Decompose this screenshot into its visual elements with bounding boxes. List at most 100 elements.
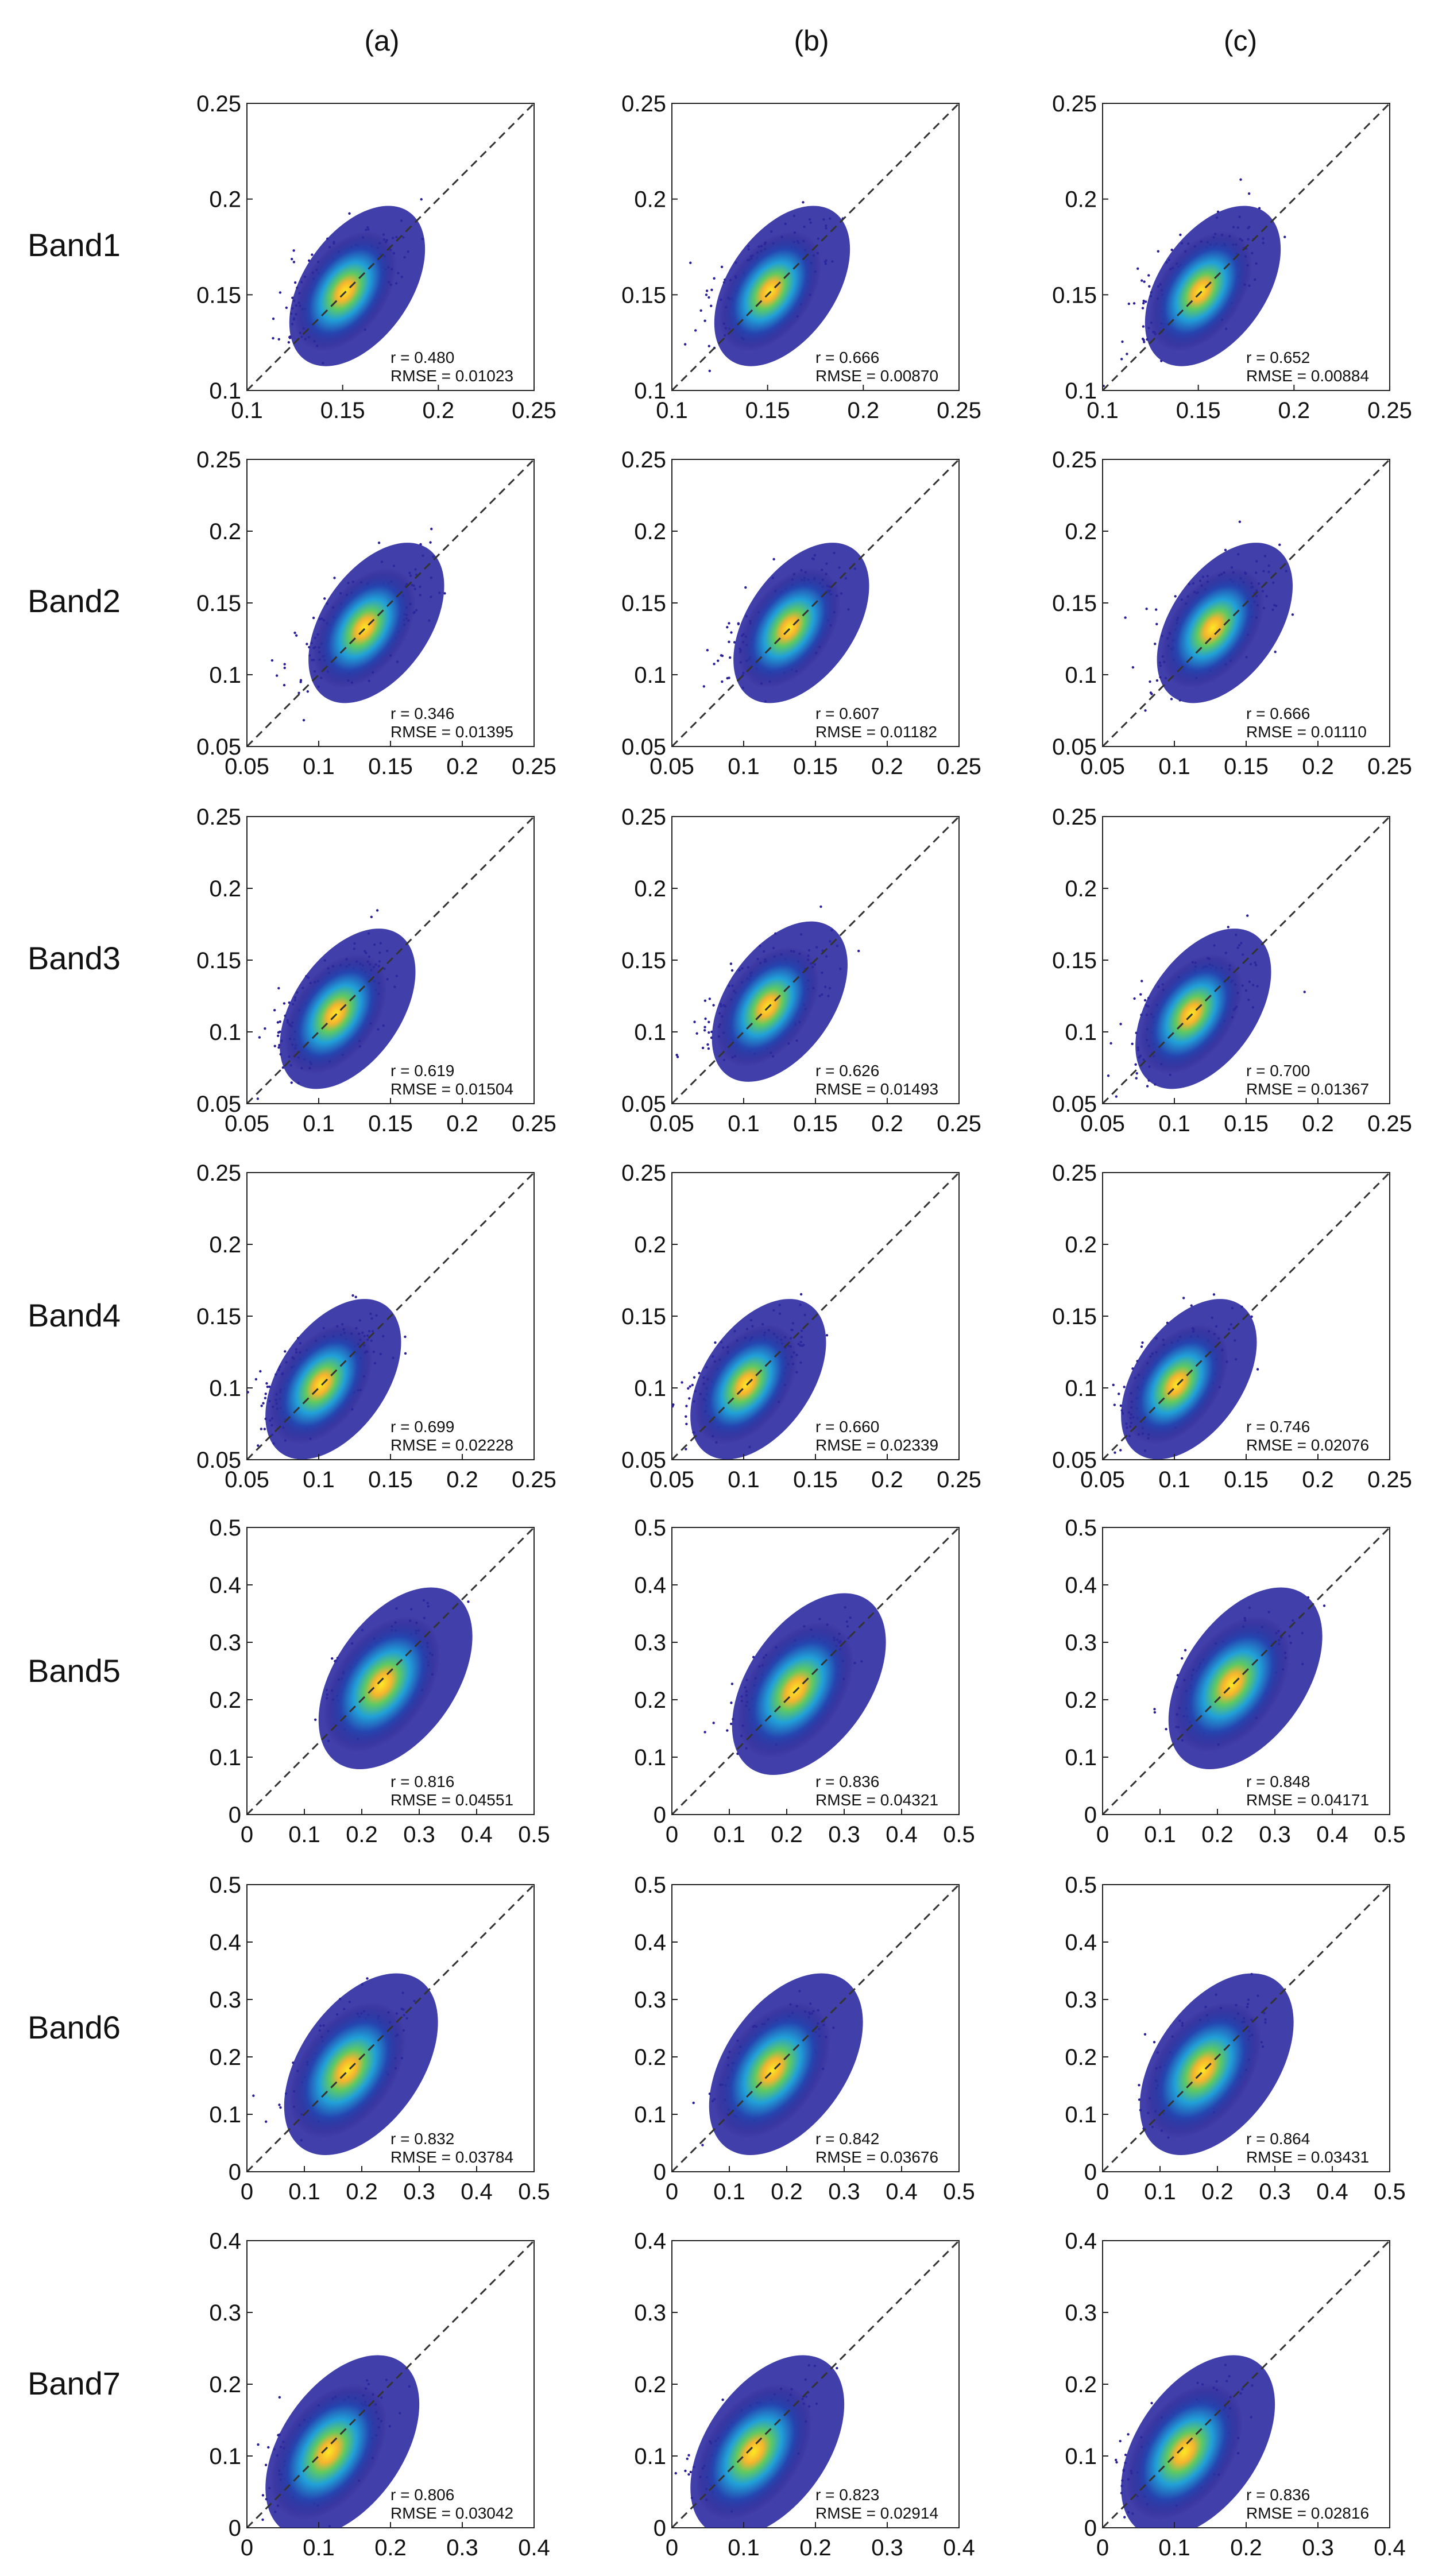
data-point [1138, 2083, 1140, 2087]
x-tick-label: 0.15 [368, 1467, 413, 1492]
y-tick-label: 0.1 [209, 663, 241, 688]
x-tick-label: 0.4 [461, 1822, 493, 1847]
data-point [1291, 613, 1294, 616]
data-point [1184, 1649, 1187, 1651]
data-point [376, 909, 379, 912]
x-tick-label: 0.1 [288, 2179, 320, 2204]
data-point [1119, 1449, 1122, 1452]
y-tick-label: 0.15 [621, 948, 666, 973]
scatter-panel: 0.05 0.1 0.15 0.2 0.250.050.10.150.20.25r = … [196, 804, 556, 1136]
data-point [799, 1293, 803, 1296]
y-tick-label: 0.2 [209, 187, 241, 212]
data-point [263, 1428, 266, 1430]
data-point [710, 288, 713, 292]
y-tick-label: 0.25 [196, 447, 241, 473]
x-tick-label: 0.1 [728, 1111, 760, 1136]
r-annotation: r = 0.626 [815, 1062, 879, 1080]
data-point [744, 586, 747, 589]
data-point [279, 291, 282, 294]
data-point [1144, 300, 1147, 303]
data-point [1179, 233, 1182, 237]
data-point [283, 663, 286, 666]
data-point [701, 2144, 704, 2146]
x-tick-label: 0.15 [320, 398, 365, 423]
y-tick-label: 0.1 [1065, 378, 1097, 404]
data-point [1165, 1728, 1167, 1731]
data-point [283, 666, 286, 670]
data-point [857, 949, 860, 953]
y-tick-label: 0.2 [209, 2045, 241, 2070]
y-tick-label: 0.25 [196, 91, 241, 117]
data-point [1118, 1393, 1120, 1395]
x-tick-label: 0.05 [1080, 1467, 1125, 1492]
data-point [1148, 285, 1151, 288]
identity-line [246, 102, 535, 392]
y-tick-label: 0.25 [196, 804, 241, 830]
scatter-panel: 0 0.1 0.2 0.3 0.4 0.500.10.20.30.40.5r = 0.81… [209, 1515, 550, 1847]
y-tick-label: 0.2 [209, 1688, 241, 1713]
row-label-band7: Band7 [28, 2365, 121, 2401]
data-point [287, 341, 291, 344]
y-tick-label: 0 [1084, 1803, 1097, 1828]
data-point [1142, 338, 1145, 342]
y-tick-label: 0.2 [1065, 876, 1097, 902]
y-tick-label: 0.15 [621, 283, 666, 308]
x-tick-label: 0.2 [1302, 1111, 1334, 1136]
data-point [1170, 248, 1173, 252]
y-tick-label: 0.2 [1065, 1232, 1097, 1258]
y-tick-label: 0.2 [634, 519, 666, 544]
y-tick-label: 0.2 [634, 1232, 666, 1258]
y-tick-label: 0.1 [1065, 1745, 1097, 1770]
data-point [693, 1020, 696, 1023]
y-tick-label: 0.25 [621, 804, 666, 830]
y-tick-label: 0.05 [621, 1092, 666, 1117]
y-tick-label: 0.15 [1052, 283, 1097, 308]
data-point [819, 905, 822, 908]
x-tick-label: 0.15 [368, 754, 413, 779]
scatter-panel: 0.05 0.1 0.15 0.2 0.250.050.10.150.20.25r = … [1052, 804, 1412, 1136]
y-tick-label: 0.1 [1065, 1020, 1097, 1045]
x-tick-label: 0.5 [1374, 1822, 1406, 1847]
y-tick-label: 0.1 [209, 2102, 241, 2128]
identity-line [671, 1526, 960, 1816]
x-tick-label: 0.25 [512, 398, 556, 423]
data-point [1155, 679, 1159, 682]
y-tick-label: 0.3 [209, 1987, 241, 2013]
data-point [1227, 926, 1230, 929]
y-tick-label: 0.05 [196, 1092, 241, 1117]
data-point [1139, 993, 1142, 996]
data-point [1247, 192, 1251, 195]
x-tick-label: 0.15 [368, 1111, 413, 1136]
data-point [285, 306, 288, 310]
data-point [703, 319, 706, 322]
data-point [729, 962, 733, 965]
y-tick-label: 0.2 [209, 1232, 241, 1258]
x-tick-label: 0.05 [649, 754, 694, 779]
r-annotation: r = 0.480 [391, 349, 454, 366]
data-point [1135, 1072, 1138, 1075]
identity-line [671, 458, 960, 748]
rmse-annotation: RMSE = 0.01023 [391, 367, 513, 385]
y-tick-label: 0.2 [634, 2045, 666, 2070]
data-point [825, 1334, 829, 1337]
data-point [695, 1032, 698, 1035]
data-point [1149, 691, 1153, 694]
data-point [1114, 1451, 1116, 1454]
x-tick-label: 0.2 [1302, 754, 1334, 779]
scatter-points [672, 1293, 829, 1460]
x-tick-label: 0.2 [771, 1822, 803, 1847]
rmse-annotation: RMSE = 0.02339 [815, 1436, 938, 1454]
data-point [1256, 1368, 1259, 1371]
data-point [1120, 358, 1123, 361]
x-tick-label: 0.2 [446, 1467, 478, 1492]
rmse-annotation: RMSE = 0.01504 [391, 1080, 513, 1098]
x-tick-label: 0.05 [649, 1467, 694, 1492]
x-tick-label: 0.25 [937, 754, 981, 779]
scatter-points [1124, 520, 1294, 712]
data-point [265, 1382, 268, 1385]
data-point [366, 1977, 369, 1980]
data-point [707, 345, 710, 347]
x-tick-label: 0.25 [1367, 1467, 1412, 1492]
x-tick-label: 0.15 [793, 1111, 838, 1136]
data-point [703, 999, 707, 1002]
